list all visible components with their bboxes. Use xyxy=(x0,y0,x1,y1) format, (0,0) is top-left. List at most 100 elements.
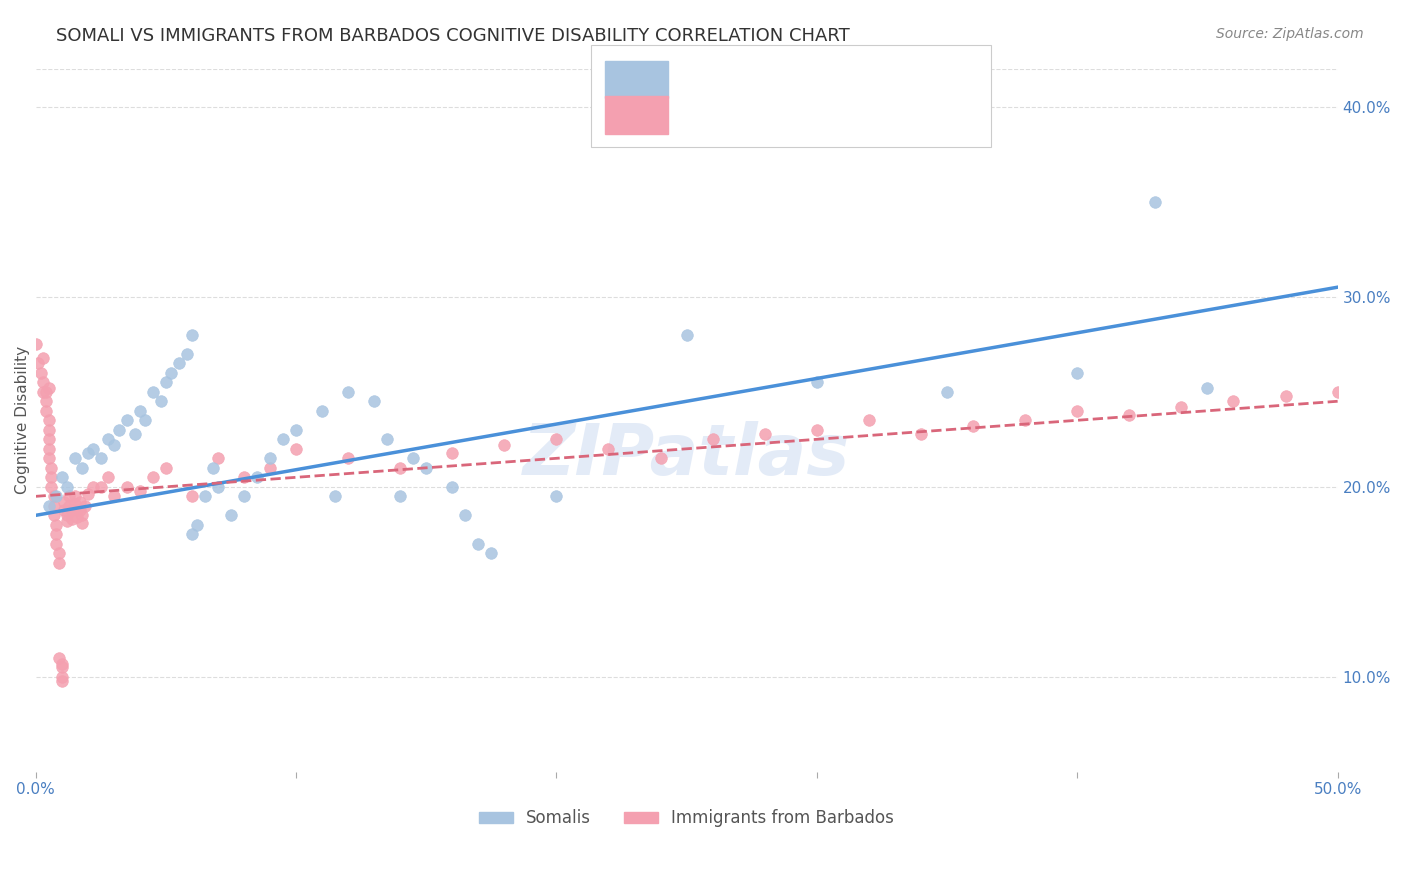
Point xyxy=(56,508,79,523)
Point xyxy=(207,480,229,494)
Point xyxy=(201,460,224,475)
Point xyxy=(232,470,254,484)
Point xyxy=(51,657,73,671)
Point xyxy=(35,384,58,399)
Point xyxy=(24,337,46,351)
Point xyxy=(180,327,202,342)
Point xyxy=(1326,384,1348,399)
Point xyxy=(134,413,156,427)
Point xyxy=(702,432,724,446)
Point xyxy=(441,480,464,494)
Point xyxy=(53,502,76,516)
Point xyxy=(35,404,58,418)
Point xyxy=(76,445,98,459)
Point xyxy=(259,460,281,475)
Point xyxy=(90,451,112,466)
Point xyxy=(176,347,198,361)
Point xyxy=(42,508,65,523)
Point xyxy=(32,376,55,390)
Point xyxy=(38,381,60,395)
Point xyxy=(1274,388,1296,402)
Point xyxy=(142,384,165,399)
Point xyxy=(1197,381,1219,395)
Point xyxy=(910,426,932,441)
Point xyxy=(63,497,86,511)
Point xyxy=(45,489,67,503)
Point xyxy=(63,451,86,466)
Point xyxy=(56,514,79,528)
Point xyxy=(30,366,52,380)
Point xyxy=(51,660,73,674)
Point xyxy=(207,451,229,466)
Point xyxy=(180,489,202,503)
Point xyxy=(323,489,346,503)
Point xyxy=(42,499,65,513)
Point xyxy=(1118,408,1140,422)
Point xyxy=(675,327,697,342)
Point xyxy=(1014,413,1036,427)
Point xyxy=(48,546,70,560)
Point xyxy=(806,423,828,437)
Point xyxy=(194,489,217,503)
Text: R = 0.486   N = 53: R = 0.486 N = 53 xyxy=(665,70,849,87)
Point xyxy=(389,460,412,475)
Point xyxy=(69,502,91,516)
Point xyxy=(149,394,172,409)
Point xyxy=(48,556,70,570)
Point xyxy=(155,376,177,390)
Point xyxy=(402,451,425,466)
Point xyxy=(467,537,489,551)
Point xyxy=(962,419,984,434)
Point xyxy=(180,527,202,541)
Point xyxy=(32,351,55,365)
Point xyxy=(82,480,104,494)
Point xyxy=(285,423,308,437)
Point xyxy=(259,451,281,466)
Point xyxy=(219,508,242,523)
Point xyxy=(232,489,254,503)
Point xyxy=(337,451,360,466)
Point xyxy=(72,508,94,523)
Point xyxy=(35,394,58,409)
Point xyxy=(271,432,294,446)
Point xyxy=(39,470,62,484)
Y-axis label: Cognitive Disability: Cognitive Disability xyxy=(15,346,30,494)
Point xyxy=(285,442,308,456)
Point xyxy=(27,356,49,370)
Point xyxy=(39,480,62,494)
Point xyxy=(494,438,516,452)
Point xyxy=(73,499,96,513)
Point xyxy=(58,489,80,503)
Point xyxy=(1170,400,1192,414)
Point xyxy=(32,384,55,399)
Text: Source: ZipAtlas.com: Source: ZipAtlas.com xyxy=(1216,27,1364,41)
Point xyxy=(546,489,568,503)
Point xyxy=(97,470,120,484)
Point xyxy=(60,502,83,516)
Point xyxy=(45,517,67,532)
Point xyxy=(124,426,146,441)
Point xyxy=(441,445,464,459)
Point xyxy=(97,432,120,446)
Point xyxy=(45,537,67,551)
Point xyxy=(76,487,98,501)
Point xyxy=(103,438,125,452)
Point xyxy=(754,426,776,441)
Point xyxy=(650,451,672,466)
Point xyxy=(806,376,828,390)
Point xyxy=(936,384,959,399)
Point xyxy=(53,495,76,509)
Text: ZIPatlas: ZIPatlas xyxy=(523,421,851,490)
Point xyxy=(1066,366,1088,380)
Point xyxy=(45,527,67,541)
Point xyxy=(51,673,73,688)
Point xyxy=(108,423,131,437)
Point xyxy=(90,480,112,494)
Point xyxy=(42,489,65,503)
Point xyxy=(415,460,437,475)
Point xyxy=(72,516,94,530)
Text: SOMALI VS IMMIGRANTS FROM BARBADOS COGNITIVE DISABILITY CORRELATION CHART: SOMALI VS IMMIGRANTS FROM BARBADOS COGNI… xyxy=(56,27,851,45)
Point xyxy=(1144,194,1167,209)
Point xyxy=(38,432,60,446)
Point xyxy=(167,356,190,370)
